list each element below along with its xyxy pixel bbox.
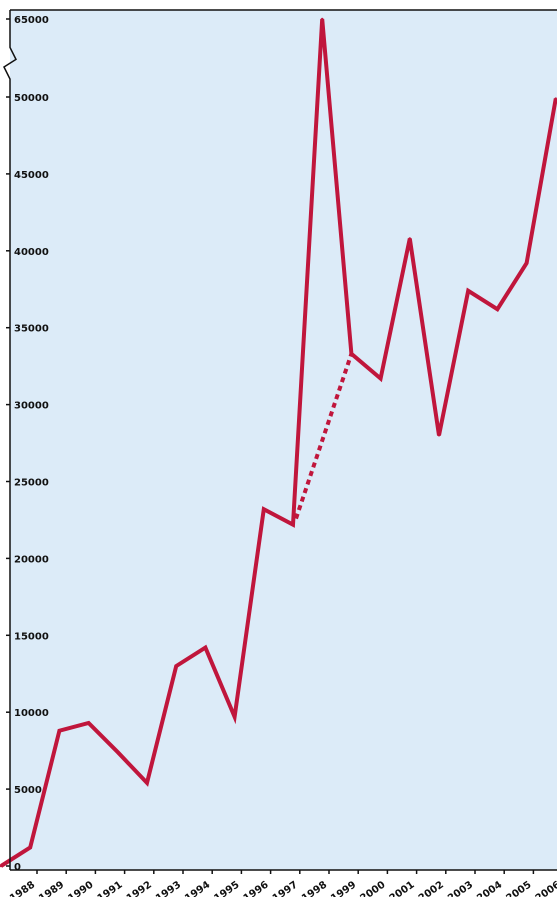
data-point bbox=[525, 261, 528, 265]
data-point bbox=[437, 434, 441, 437]
data-point bbox=[350, 352, 353, 356]
y-tick-label: 40000 bbox=[14, 247, 49, 258]
y-tick-label: 45000 bbox=[14, 170, 49, 181]
x-tick-label: 2000 bbox=[358, 879, 387, 897]
y-tick-label: 0 bbox=[14, 862, 21, 873]
y-axis-line bbox=[3, 10, 17, 870]
data-point bbox=[408, 237, 411, 240]
x-tick-label: 2002 bbox=[417, 879, 446, 897]
x-tick-label: 1988 bbox=[8, 879, 37, 897]
data-point bbox=[233, 715, 236, 719]
series-lines bbox=[0, 17, 557, 868]
data-point bbox=[291, 523, 295, 526]
x-tick-label: 1992 bbox=[125, 879, 154, 897]
data-point bbox=[0, 864, 3, 868]
data-point bbox=[496, 308, 499, 311]
data-point bbox=[58, 729, 61, 732]
y-tick-label: 15000 bbox=[14, 631, 49, 642]
data-point bbox=[145, 781, 149, 785]
x-tick-label: 2003 bbox=[446, 879, 475, 897]
x-tick-label: 1990 bbox=[66, 879, 95, 897]
x-tick-label: 2006 bbox=[534, 879, 557, 897]
x-tick-label: 1997 bbox=[271, 879, 300, 897]
data-point bbox=[29, 846, 32, 849]
data-point bbox=[87, 721, 90, 725]
data-point bbox=[175, 664, 178, 668]
data-point bbox=[116, 750, 120, 754]
y-tick-label: 10000 bbox=[14, 708, 49, 719]
x-tick-label: 1994 bbox=[183, 879, 212, 897]
y-tick-label: 35000 bbox=[14, 324, 49, 335]
data-point bbox=[321, 17, 324, 21]
series-line bbox=[0, 18, 557, 868]
x-tick-label: 2005 bbox=[504, 879, 533, 897]
data-point bbox=[262, 507, 265, 511]
axes bbox=[3, 9, 557, 874]
data-point bbox=[554, 97, 557, 100]
y-tick-label: 30000 bbox=[14, 401, 49, 412]
x-tick-label: 1996 bbox=[242, 879, 271, 897]
x-tick-label: 1998 bbox=[300, 879, 329, 897]
x-tick-label: 1995 bbox=[212, 879, 241, 897]
data-point bbox=[204, 646, 207, 649]
y-tick-label: 25000 bbox=[14, 478, 49, 489]
plot-background bbox=[10, 10, 557, 870]
y-tick-label: 65000 bbox=[14, 15, 49, 26]
x-tick-label: 1993 bbox=[154, 879, 183, 897]
y-tick-label: 20000 bbox=[14, 554, 49, 565]
x-tick-label: 1999 bbox=[329, 879, 358, 897]
data-point bbox=[467, 289, 470, 292]
y-tick-label: 50000 bbox=[14, 93, 49, 104]
dotted-connector-line bbox=[294, 353, 354, 520]
x-tick-label: 1991 bbox=[96, 879, 125, 897]
y-tick-label: 5000 bbox=[14, 785, 42, 796]
x-tick-label: 2001 bbox=[388, 879, 417, 897]
x-tick-label: 2004 bbox=[475, 879, 504, 897]
data-point bbox=[379, 377, 382, 380]
x-tick-label: 1989 bbox=[37, 879, 66, 897]
